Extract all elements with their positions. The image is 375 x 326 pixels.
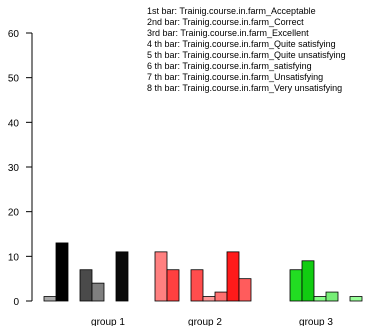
bar <box>301 260 315 302</box>
bar <box>238 278 252 302</box>
bar <box>226 251 240 302</box>
bar <box>91 282 105 302</box>
bar <box>43 296 57 302</box>
bar <box>166 269 180 302</box>
legend-line: 6 th bar: Trainig.course.in.farm_satisfy… <box>147 61 312 71</box>
legend-line: 5 th bar: Trainig.course.in.farm_Quite u… <box>147 50 346 60</box>
bar <box>214 291 228 302</box>
bar <box>115 251 129 302</box>
group-label: group 3 <box>299 317 333 326</box>
y-tick-label: 50 <box>8 74 20 85</box>
y-tick-label: 30 <box>8 163 20 174</box>
bar <box>313 296 327 302</box>
legend-line: 3rd bar: Trainig.course.in.farm_Excellen… <box>147 28 309 38</box>
y-tick-label: 10 <box>8 252 20 263</box>
y-tick-label: 20 <box>8 208 20 219</box>
bars <box>43 242 363 302</box>
legend-line: 7 th bar: Trainig.course.in.farm_Unsatis… <box>147 72 323 82</box>
legend-line: 2nd bar: Trainig.course.in.farm_Correct <box>147 17 304 27</box>
legend-line: 4 th bar: Trainig.course.in.farm_Quite s… <box>147 39 336 49</box>
legend-line: 1st bar: Trainig.course.in.farm_Acceptab… <box>147 6 316 16</box>
y-tick-label: 40 <box>8 118 20 129</box>
y-axis: 0 10 20 30 40 50 60 <box>8 29 33 308</box>
x-axis-labels: group 1 group 2 group 3 <box>91 317 333 326</box>
bar <box>202 296 216 302</box>
bar <box>154 251 168 302</box>
group-label: group 2 <box>188 317 222 326</box>
legend-line: 8 th bar: Trainig.course.in.farm_Very un… <box>147 83 342 93</box>
bar <box>325 291 339 302</box>
group-label: group 1 <box>91 317 125 326</box>
y-tick-label: 60 <box>8 29 20 40</box>
bar <box>79 269 93 302</box>
bar <box>289 269 303 302</box>
bar <box>349 296 363 302</box>
y-tick-label: 0 <box>13 297 19 308</box>
legend: 1st bar: Trainig.course.in.farm_Acceptab… <box>147 6 346 93</box>
bar <box>55 242 69 302</box>
bar <box>190 269 204 302</box>
